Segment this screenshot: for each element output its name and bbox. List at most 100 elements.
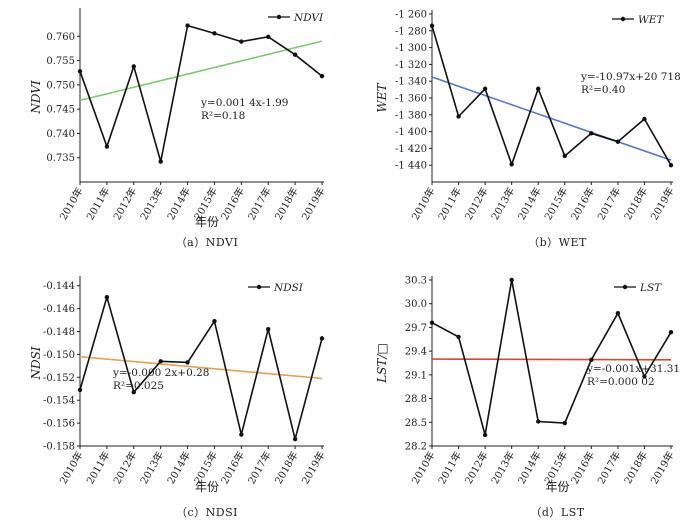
data-point — [456, 334, 461, 340]
data-point — [131, 389, 136, 395]
x-tick-label: 2013年 — [488, 185, 517, 222]
x-tick-label: 2018年 — [272, 185, 301, 222]
data-point — [158, 359, 163, 364]
x-tick-label: 2012年 — [462, 449, 491, 486]
data-point — [509, 162, 514, 167]
data-point — [536, 86, 541, 91]
r-squared: R²=0.18 — [201, 110, 245, 122]
y-tick-label: -0.154 — [43, 396, 75, 407]
x-tick-label: 2014年 — [164, 185, 193, 222]
data-point — [589, 131, 594, 136]
regression-equation: y=0.001 4x-1.99 — [200, 97, 288, 109]
legend-marker — [622, 284, 628, 290]
y-axis-label: NDVI — [29, 80, 43, 115]
x-tick-label: 2018年 — [621, 449, 650, 486]
regression-equation: y=-0.000 2x+0.28 — [112, 367, 209, 379]
series-line — [79, 24, 323, 162]
y-tick-label: -0.156 — [43, 419, 75, 430]
data-point — [104, 294, 110, 300]
data-point — [266, 327, 271, 332]
x-tick-label: 2018年 — [272, 449, 301, 486]
y-tick-label: 30.0 — [405, 299, 427, 310]
data-point — [668, 163, 674, 168]
y-axis-label: NDSI — [29, 346, 43, 380]
x-tick-label: 2014年 — [164, 449, 193, 486]
x-tick-label: 2013年 — [137, 449, 166, 486]
y-tick-label: -1 340 — [395, 77, 427, 88]
y-tick-label: 0.760 — [46, 32, 75, 43]
y-tick-label: -1 320 — [395, 60, 427, 71]
r-squared: R²=0.025 — [113, 380, 164, 392]
data-point — [482, 432, 488, 438]
series-line — [431, 25, 672, 167]
y-axis-label: WET — [375, 82, 389, 112]
x-tick-label: 2017年 — [245, 449, 274, 486]
data-point — [239, 432, 244, 437]
x-tick-label: 2010年 — [57, 185, 86, 222]
y-tick-label: -1 420 — [395, 144, 427, 155]
data-point — [185, 23, 190, 28]
data-point — [429, 320, 435, 325]
x-tick-label: 2017年 — [595, 185, 624, 222]
x-tick-label: 2016年 — [218, 185, 247, 222]
regression-equation: y=-10.97x+20 718 — [580, 71, 681, 83]
x-tick-label: 2014年 — [515, 449, 544, 486]
panel-caption: （d）LST — [530, 506, 584, 519]
data-point — [266, 34, 271, 39]
data-point — [292, 52, 298, 57]
series-line — [431, 279, 672, 436]
x-tick-label: 2012年 — [110, 449, 139, 486]
x-tick-label: 2011年 — [435, 449, 464, 486]
data-point — [212, 31, 217, 36]
data-point — [429, 23, 435, 28]
data-point — [456, 114, 461, 119]
trend-line — [79, 355, 323, 380]
x-tick-label: 2019年 — [299, 185, 328, 222]
x-tick-label: 2016年 — [218, 449, 247, 486]
panel-caption: （a）NDVI — [176, 236, 239, 249]
data-point — [185, 360, 190, 365]
chart-panel-b: -1 260 -1 280 -1 300 -1 320 -1 340 -1 360 -1 3… — [375, 10, 681, 250]
x-tick-label: 2013年 — [488, 449, 517, 486]
x-tick-label: 2010年 — [409, 185, 438, 222]
x-tick-label: 2017年 — [245, 185, 274, 222]
x-tick-label: 2012年 — [462, 185, 491, 222]
y-tick-label: -1 440 — [395, 161, 427, 172]
y-tick-label: 0.735 — [46, 153, 75, 164]
series-line — [79, 294, 323, 440]
data-point — [642, 116, 647, 122]
y-tick-label: -0.146 — [43, 304, 75, 315]
y-axis-label: LST/□ — [375, 343, 389, 384]
x-tick-label: 2018年 — [621, 185, 650, 222]
y-tick-label: 0.750 — [46, 80, 75, 91]
x-tick-label: 2019年 — [299, 449, 328, 486]
data-point — [668, 329, 674, 335]
y-tick-label: -1 280 — [395, 26, 427, 37]
x-tick-label: 2016年 — [568, 449, 597, 486]
x-axis-label: 年份 — [545, 480, 569, 494]
y-tick-label: 0.740 — [46, 129, 75, 140]
data-point — [536, 419, 541, 424]
r-squared: R²=0.000 02 — [587, 376, 655, 388]
x-tick-label: 2016年 — [568, 185, 597, 222]
data-point — [615, 311, 621, 316]
y-tick-label: -0.150 — [43, 350, 75, 361]
legend-label: LST — [639, 282, 662, 294]
x-tick-label: 2015年 — [541, 185, 570, 222]
y-tick-label: -1 400 — [395, 127, 427, 138]
data-point — [562, 420, 567, 426]
y-tick-label: 0.745 — [46, 105, 75, 116]
data-point — [509, 277, 514, 283]
y-tick-label: 30.3 — [405, 276, 427, 287]
y-tick-label: -1 260 — [395, 10, 427, 21]
y-tick-label: -0.144 — [43, 281, 75, 292]
chart-panel-a: 0.760 0.755 0.750 0.745 0.740 0.735 2010年 2011年… — [29, 8, 328, 249]
trend-line — [79, 40, 323, 102]
x-tick-label: 2017年 — [595, 449, 624, 486]
y-tick-label: -1 300 — [395, 43, 427, 54]
data-point — [642, 374, 647, 379]
x-tick-label: 2012年 — [110, 185, 139, 222]
data-point — [319, 73, 325, 79]
